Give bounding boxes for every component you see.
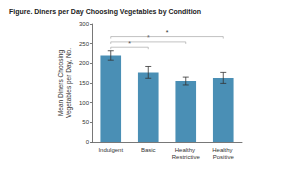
svg-text:*: *: [166, 29, 169, 36]
svg-text:Vegetables per Day, No.: Vegetables per Day, No.: [65, 48, 73, 118]
svg-text:200: 200: [79, 60, 90, 66]
svg-text:50: 50: [82, 119, 89, 125]
svg-text:0: 0: [86, 139, 90, 145]
svg-text:100: 100: [79, 100, 90, 106]
svg-text:Restrictive: Restrictive: [172, 154, 201, 160]
svg-text:*: *: [147, 34, 150, 41]
svg-text:Healthy: Healthy: [175, 147, 197, 153]
svg-text:Healthy: Healthy: [212, 147, 234, 153]
svg-text:Mean Diners Choosing: Mean Diners Choosing: [57, 50, 65, 117]
svg-text:Positive: Positive: [213, 154, 235, 160]
svg-text:Figure. Diners per Day Choosin: Figure. Diners per Day Choosing Vegetabl…: [9, 8, 201, 16]
svg-text:Basic: Basic: [141, 147, 156, 153]
svg-text:150: 150: [79, 80, 90, 86]
svg-text:Indulgent: Indulgent: [98, 147, 123, 153]
svg-text:*: *: [128, 40, 131, 47]
svg-text:250: 250: [79, 41, 90, 47]
svg-text:300: 300: [79, 21, 90, 27]
